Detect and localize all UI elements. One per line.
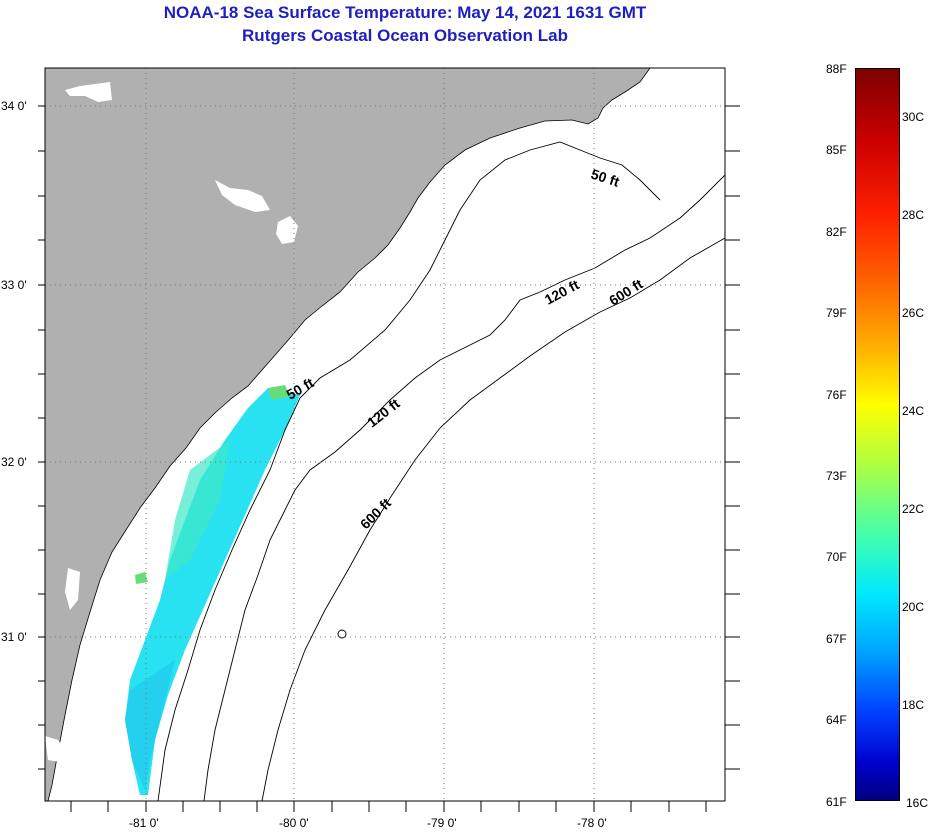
land-mass: [45, 68, 651, 801]
colorbar-f-label: 85F: [826, 143, 847, 157]
contour-label-50ft-top: 50 ft: [589, 166, 622, 190]
colorbar-c-label: 22C: [902, 502, 925, 516]
contour-50ft: [157, 141, 661, 801]
contour-600ft: [261, 237, 725, 801]
sst-green-patch: [135, 572, 148, 584]
lat-label: 33 0': [1, 278, 27, 292]
lat-label: 34 0': [1, 99, 27, 113]
colorbar-c-label: 30C: [902, 110, 925, 124]
sst-swath-cool: [125, 660, 175, 790]
sst-swath-warm: [165, 440, 230, 580]
colorbar-c-label: 18C: [902, 698, 925, 712]
title-line-2: Rutgers Coastal Ocean Observation Lab: [242, 26, 568, 45]
lon-label: -81 0': [129, 816, 159, 830]
lake: [215, 180, 270, 212]
lat-label: 32 0': [1, 455, 27, 469]
colorbar-c-label: 16C: [906, 796, 929, 810]
contour-120ft: [203, 174, 725, 801]
lake: [276, 216, 298, 244]
colorbar: [855, 68, 900, 801]
lake: [45, 736, 68, 762]
colorbar-f-label: 88F: [826, 62, 847, 76]
contour-label-600ft-top: 600 ft: [606, 275, 646, 308]
lon-label: -78 0': [577, 816, 607, 830]
lake: [65, 82, 112, 102]
lat-label: 31 0': [1, 630, 27, 644]
contour-label-120ft-top: 120 ft: [542, 276, 582, 307]
lon-label: -79 0': [427, 816, 457, 830]
colorbar-f-label: 73F: [826, 469, 847, 483]
colorbar-c-label: 28C: [902, 208, 925, 222]
title-line-1: NOAA-18 Sea Surface Temperature: May 14,…: [163, 3, 647, 22]
graticule: [45, 68, 725, 801]
lake: [65, 568, 80, 610]
seamount-contour: [337, 629, 347, 639]
colorbar-f-label: 67F: [826, 632, 847, 646]
colorbar-c-label: 26C: [902, 306, 925, 320]
contour-label-120ft-mid: 120 ft: [364, 395, 403, 430]
map-frame: [44, 67, 726, 802]
lon-label: -80 0': [279, 816, 309, 830]
sst-green-patch: [268, 385, 290, 400]
colorbar-f-label: 70F: [826, 550, 847, 564]
colorbar-c-label: 20C: [902, 600, 925, 614]
colorbar-f-label: 79F: [826, 306, 847, 320]
colorbar-f-label: 76F: [826, 388, 847, 402]
colorbar-f-label: 64F: [826, 713, 847, 727]
colorbar-c-label: 24C: [902, 404, 925, 418]
colorbar-f-label: 61F: [826, 795, 847, 809]
colorbar-f-label: 82F: [826, 225, 847, 239]
axis-ticks: [38, 105, 740, 812]
